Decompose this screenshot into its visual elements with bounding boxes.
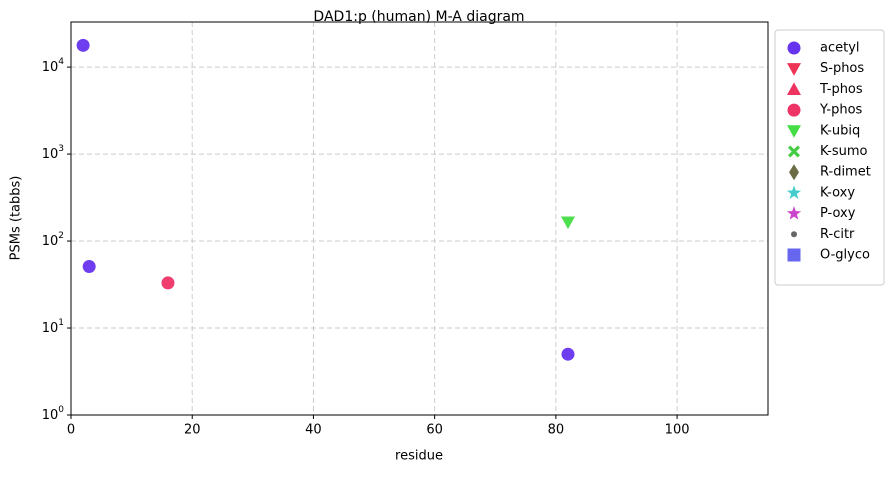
y-tick-label: 104: [42, 57, 65, 75]
y-tick-label: 100: [42, 405, 65, 423]
point: [560, 216, 575, 230]
point: [161, 276, 175, 290]
x-tick-label: 40: [305, 423, 322, 438]
legend-marker: [787, 82, 801, 95]
point: [76, 38, 90, 52]
legend-label: O-glyco: [820, 248, 870, 263]
x-tick-label: 80: [548, 423, 565, 438]
y-tick-label: 102: [42, 231, 64, 249]
legend-marker: [787, 248, 801, 262]
plot-frame: [70, 21, 769, 416]
y-tick-label: 103: [42, 144, 64, 162]
chart-title: DAD1:p (human) M-A diagram: [313, 9, 524, 25]
y-axis-label: PSMs (tabbs): [9, 176, 24, 261]
x-tick-label: 60: [426, 423, 443, 438]
legend-marker: [787, 103, 801, 117]
x-axis-label: residue: [395, 449, 443, 464]
legend-label: R-citr: [820, 227, 855, 242]
x-tick-label: 20: [184, 423, 201, 438]
legend-label: T-phos: [819, 82, 863, 97]
legend-label: P-oxy: [820, 206, 856, 221]
legend-label: acetyl: [820, 41, 860, 56]
x-tick-label: 0: [67, 423, 75, 438]
legend-marker: [787, 63, 801, 76]
legend-label: Y-phos: [819, 103, 863, 118]
point: [561, 347, 575, 361]
legend-label: K-sumo: [820, 144, 868, 159]
point: [82, 259, 96, 273]
legend-marker: [786, 206, 802, 220]
y-tick-label: 101: [42, 318, 64, 336]
x-tick-label: 100: [665, 423, 690, 438]
legend-marker: [789, 164, 799, 181]
legend-marker: [786, 185, 802, 199]
legend-label: R-dimet: [820, 165, 871, 180]
legend-marker: [788, 145, 800, 158]
legend-box: [774, 29, 885, 286]
legend-label: K-ubiq: [820, 123, 860, 138]
legend-marker: [791, 231, 797, 238]
legend-marker: [787, 41, 801, 55]
legend-label: K-oxy: [820, 185, 855, 200]
legend-label: S-phos: [820, 61, 864, 76]
legend-marker: [787, 125, 801, 138]
